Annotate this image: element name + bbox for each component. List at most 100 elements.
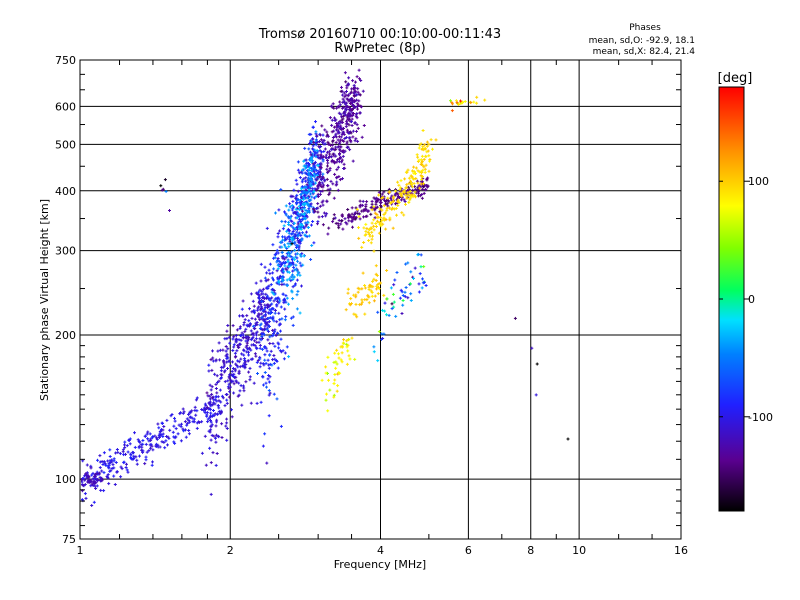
data-point: [354, 121, 356, 125]
data-point: [368, 209, 370, 213]
data-point: [296, 252, 298, 256]
data-point: [277, 277, 279, 281]
data-point: [224, 369, 226, 373]
data-point: [253, 333, 255, 337]
data-point: [396, 213, 397, 217]
data-point: [327, 140, 329, 144]
data-point: [383, 190, 385, 194]
data-point: [307, 210, 309, 213]
data-point: [265, 313, 266, 317]
data-point: [309, 142, 310, 146]
data-point: [310, 153, 312, 157]
data-point: [402, 294, 404, 297]
data-point: [301, 252, 303, 256]
data-point: [340, 112, 342, 116]
data-point: [220, 365, 222, 369]
data-point: [165, 439, 167, 443]
data-point: [254, 323, 256, 327]
data-point: [264, 303, 266, 307]
data-point: [249, 307, 250, 311]
data-point: [252, 299, 254, 303]
data-point: [333, 395, 335, 399]
data-point: [349, 98, 351, 102]
data-point: [340, 345, 342, 349]
data-point: [257, 293, 259, 296]
data-point: [235, 337, 237, 341]
data-point: [294, 248, 296, 252]
data-point: [419, 143, 421, 147]
data-point: [374, 216, 376, 220]
data-point: [342, 341, 344, 345]
data-point: [321, 156, 323, 160]
data-point: [266, 328, 268, 332]
data-point: [332, 220, 334, 224]
data-point: [308, 207, 310, 211]
data-point: [242, 335, 244, 339]
data-point: [288, 245, 290, 249]
data-point: [396, 191, 398, 195]
data-point: [278, 259, 280, 263]
data-point: [314, 165, 316, 169]
data-point: [147, 430, 149, 434]
data-point: [293, 211, 295, 215]
data-point: [300, 222, 302, 226]
data-point: [293, 237, 295, 241]
data-point: [332, 182, 334, 186]
phases-box-title: Phases: [629, 23, 661, 33]
data-point: [295, 263, 297, 267]
data-point: [226, 354, 228, 358]
data-point: [337, 138, 339, 142]
data-point: [419, 272, 421, 276]
data-point: [284, 238, 286, 241]
data-point: [282, 279, 283, 283]
data-point: [377, 283, 379, 286]
data-point: [416, 179, 418, 183]
data-point: [284, 210, 285, 214]
data-point: [347, 145, 349, 149]
data-point: [361, 300, 363, 304]
data-point: [260, 303, 262, 307]
data-point: [269, 272, 271, 276]
data-point: [375, 202, 377, 206]
data-point: [297, 168, 299, 172]
data-point: [310, 183, 312, 187]
data-point: [395, 189, 396, 193]
data-point: [307, 180, 309, 184]
data-point: [371, 290, 373, 294]
data-point: [344, 71, 346, 75]
data-point: [384, 199, 386, 203]
data-point: [255, 331, 257, 335]
data-point: [351, 117, 353, 121]
data-point: [289, 202, 291, 206]
data-point: [383, 204, 385, 208]
data-point: [210, 419, 211, 422]
data-point: [343, 99, 345, 103]
data-point: [425, 163, 427, 167]
data-point: [297, 239, 299, 243]
data-point: [362, 209, 364, 213]
data-point: [326, 177, 328, 181]
data-point: [218, 406, 220, 410]
data-point: [92, 471, 94, 475]
data-point: [342, 132, 344, 136]
data-point: [201, 408, 203, 411]
data-point: [308, 199, 310, 203]
data-point: [340, 156, 342, 160]
data-point: [286, 296, 288, 300]
data-point: [357, 290, 359, 294]
data-point: [358, 68, 360, 72]
data-point: [304, 211, 306, 215]
data-point: [299, 176, 301, 180]
scatter-points: [81, 68, 570, 507]
data-point: [324, 128, 326, 132]
data-point: [248, 353, 250, 357]
data-point: [227, 379, 229, 383]
data-point: [209, 394, 211, 398]
data-point: [356, 116, 358, 120]
data-point: [295, 198, 297, 202]
data-point: [361, 209, 363, 213]
data-point: [309, 166, 311, 170]
data-point: [347, 105, 349, 108]
data-point: [215, 463, 217, 467]
data-point: [212, 359, 214, 363]
